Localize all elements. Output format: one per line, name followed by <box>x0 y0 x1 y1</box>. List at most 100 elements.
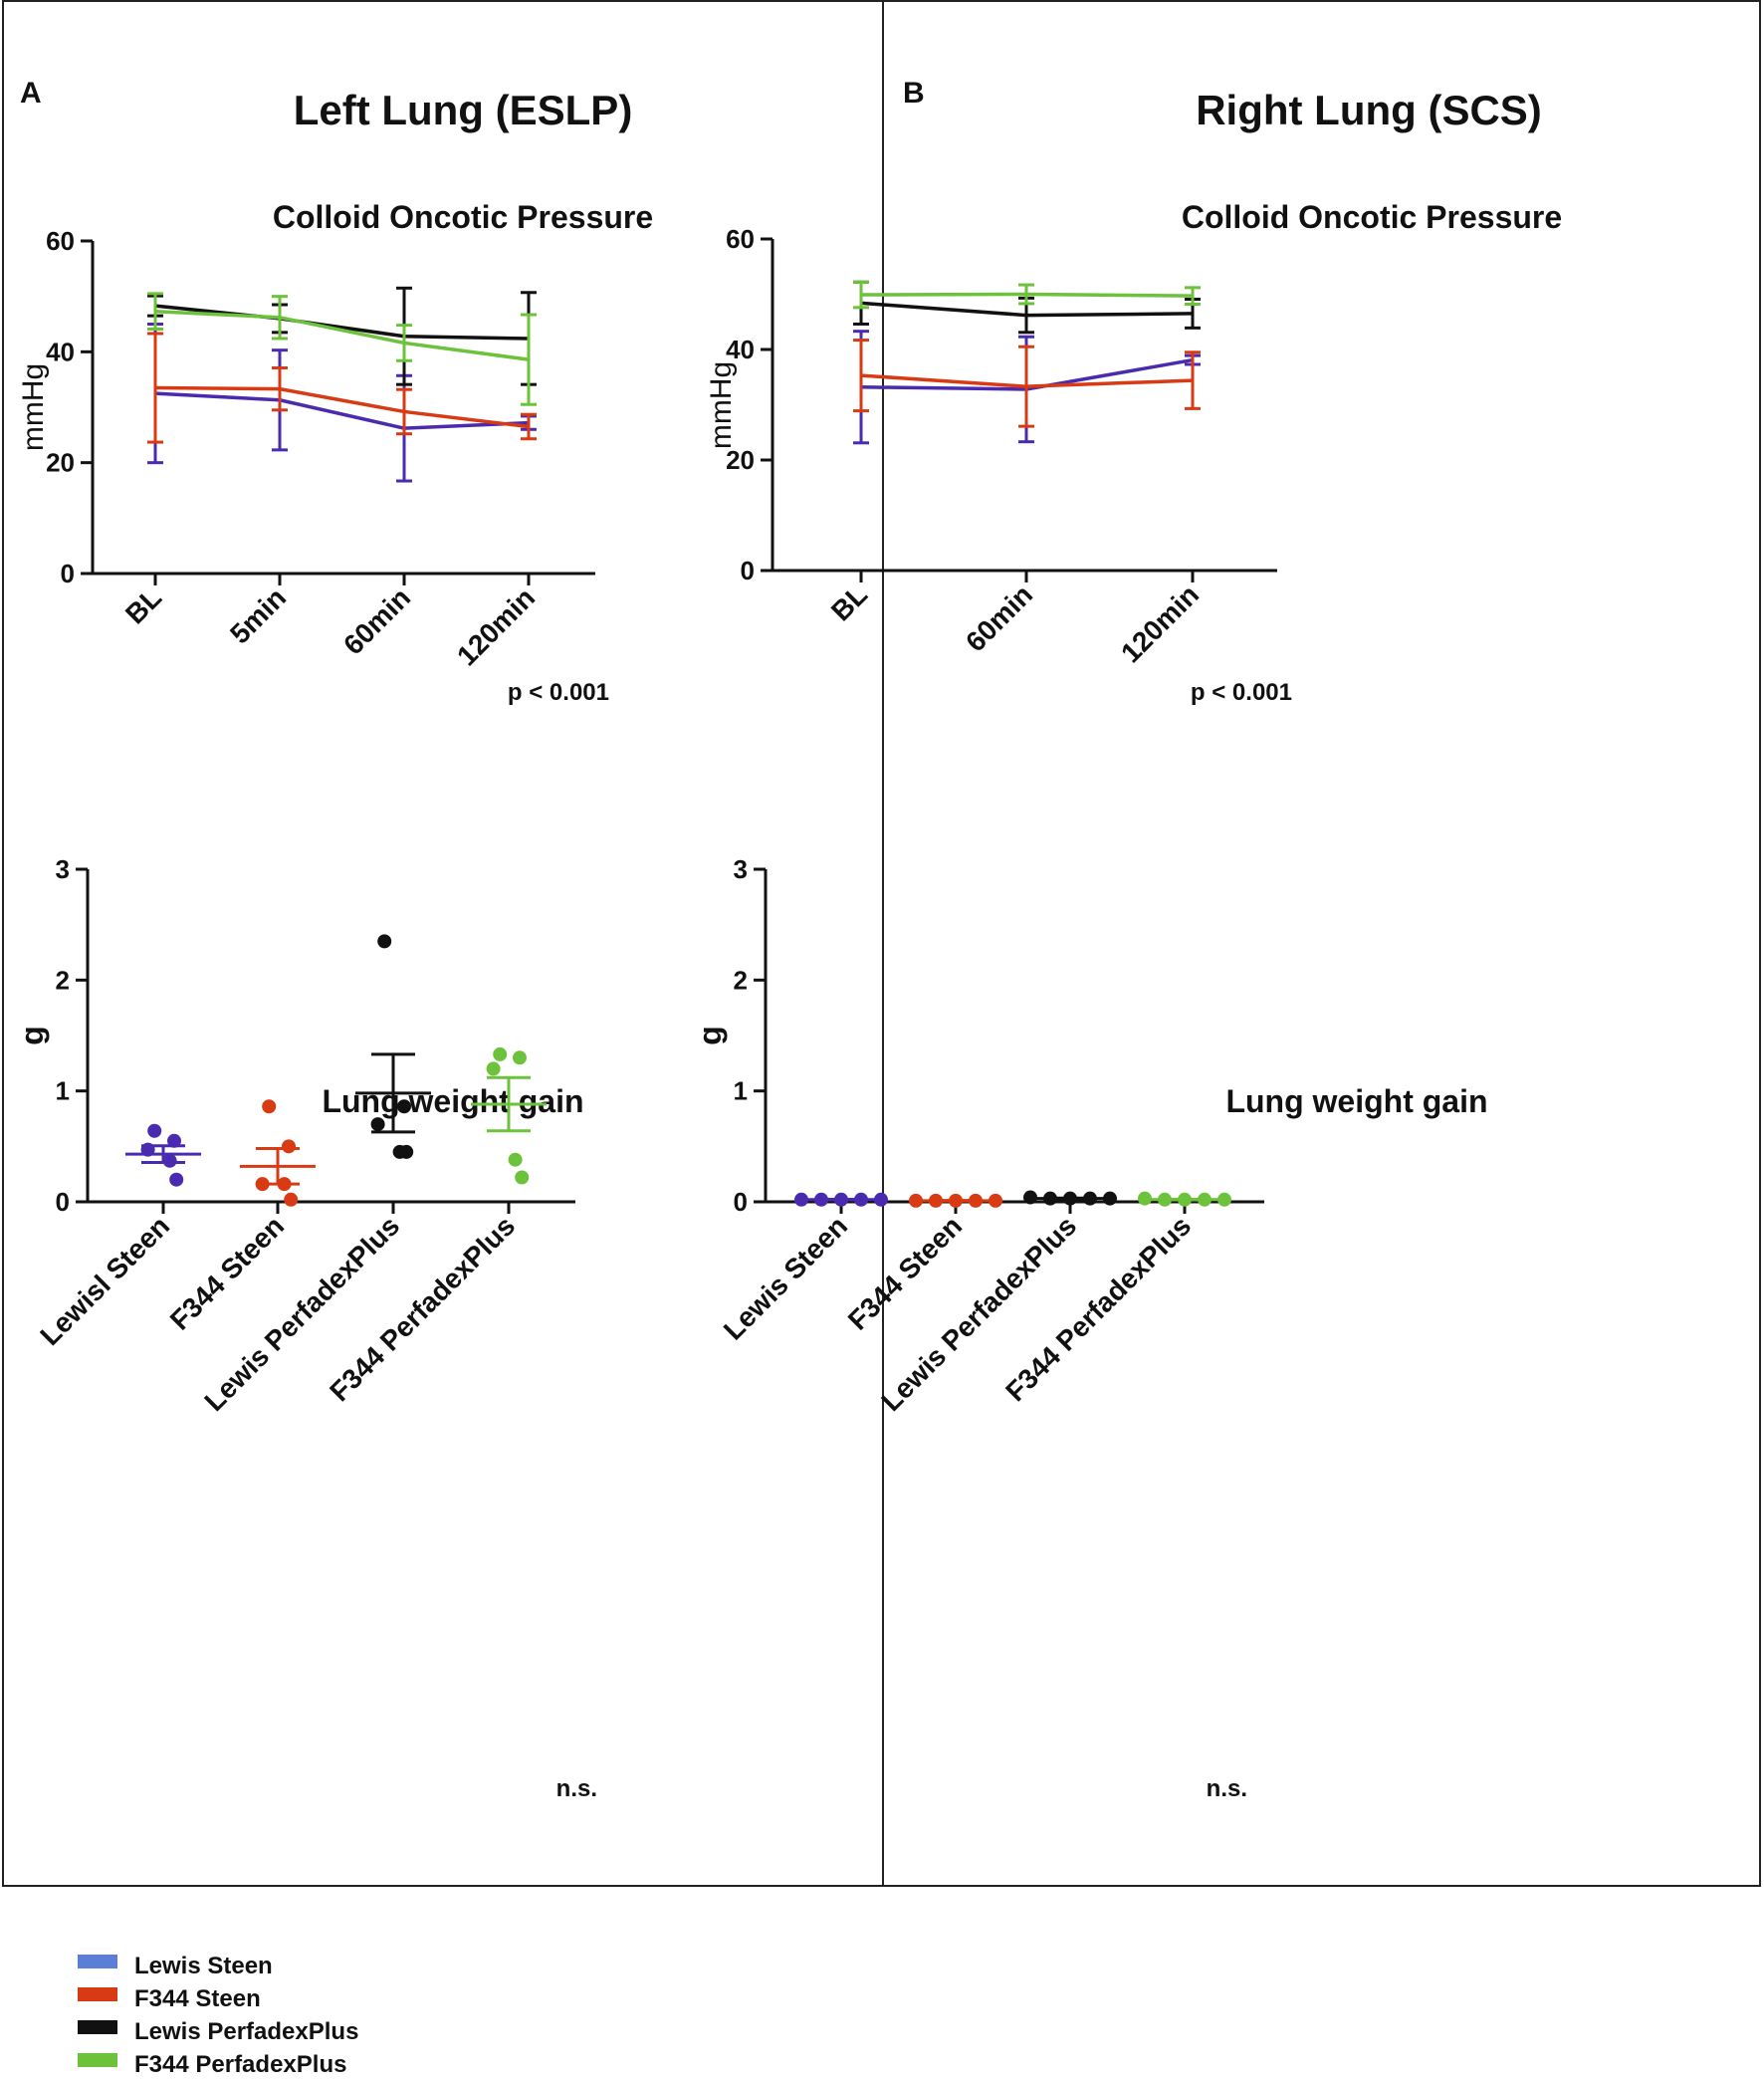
x-tick-label: 120min <box>451 581 541 671</box>
y-tick-label: 60 <box>46 226 75 256</box>
data-point <box>854 1192 868 1207</box>
chart-title: Colloid Oncotic Pressure <box>1182 199 1562 235</box>
series-f344-steen <box>147 332 537 444</box>
series-line <box>860 301 1194 318</box>
y-tick-label: 0 <box>734 1187 748 1217</box>
x-tick-label: Lewisl Steen <box>34 1210 175 1351</box>
legend-swatch <box>78 2020 117 2034</box>
data-point <box>493 1046 508 1061</box>
legend-swatch <box>78 1955 117 1968</box>
panel-b-border <box>882 0 1761 1887</box>
data-point <box>162 1153 177 1168</box>
y-axis-label: g <box>692 1026 728 1045</box>
series-lewis-steen <box>147 323 537 483</box>
x-tick-label: BL <box>825 578 873 626</box>
series-line <box>154 385 530 429</box>
series-f344-perfadexplus <box>853 280 1201 310</box>
x-tick-label: Lewis PerfadexPlus <box>875 1210 1082 1417</box>
panel-a-letter: A <box>20 77 42 110</box>
y-tick-label: 60 <box>726 224 755 254</box>
data-point <box>969 1193 983 1208</box>
y-tick-label: 1 <box>734 1076 748 1106</box>
data-point <box>1023 1190 1037 1205</box>
data-point <box>989 1193 1002 1208</box>
chart-title: Colloid Oncotic Pressure <box>273 199 653 235</box>
group-lewis-steen <box>794 1192 888 1207</box>
data-point <box>284 1192 299 1207</box>
data-point <box>397 1099 411 1114</box>
data-point <box>1217 1192 1231 1207</box>
data-point <box>508 1152 523 1167</box>
panel-b-letter: B <box>903 77 925 110</box>
series-f344-perfadexplus <box>147 292 537 406</box>
data-point <box>1043 1191 1057 1206</box>
significance-label: p < 0.001 <box>508 679 609 706</box>
data-point <box>255 1177 270 1192</box>
y-tick-label: 2 <box>56 965 70 995</box>
data-point <box>1158 1192 1172 1207</box>
chart-title: Lung weight gain <box>322 1083 583 1119</box>
data-point <box>277 1177 292 1192</box>
data-point <box>262 1099 277 1114</box>
right-lung-cop-chart: Colloid Oncotic Pressure 0 20 40 60 mmHg BL 60m… <box>705 199 1562 706</box>
data-point <box>486 1061 501 1076</box>
y-axis-label: mmHg <box>705 361 738 449</box>
data-point <box>167 1133 181 1148</box>
panel-a-border <box>2 0 884 1887</box>
significance-label: n.s. <box>1207 1775 1247 1802</box>
data-point <box>794 1192 808 1207</box>
x-tick-label: Lewis PerfadexPlus <box>198 1210 405 1417</box>
group-f344-steen <box>240 1099 316 1207</box>
y-tick-label: 0 <box>61 559 75 588</box>
data-point <box>909 1193 923 1208</box>
chart-title: Lung weight gain <box>1225 1083 1487 1119</box>
group-f344-perfadexplus <box>471 1046 547 1185</box>
x-tick-label: F344 Steen <box>164 1210 290 1335</box>
panel-b-title: Right Lung (SCS) <box>1196 87 1542 133</box>
data-point <box>1103 1191 1117 1206</box>
series-line <box>154 304 530 341</box>
legend-swatch <box>78 2053 117 2067</box>
x-tick-label: 60min <box>337 581 416 660</box>
group-lewis-perfadexplus <box>1023 1190 1117 1206</box>
data-point <box>370 1117 385 1132</box>
data-point <box>874 1192 888 1207</box>
y-axis-label: mmHg <box>17 363 50 451</box>
left-lung-cop-chart: Colloid Oncotic Pressure 0 20 40 60 mmHg BL 5mi… <box>17 199 653 706</box>
legend-label: Lewis Steen <box>134 1953 273 1979</box>
data-point <box>513 1050 527 1065</box>
series-line <box>860 292 1194 298</box>
data-point <box>140 1142 155 1157</box>
x-tick-label: F344 Steen <box>842 1210 968 1335</box>
x-tick-label: 5min <box>224 581 292 649</box>
data-point <box>949 1193 963 1208</box>
y-tick-label: 40 <box>726 335 755 364</box>
data-point <box>1083 1191 1097 1206</box>
y-axis-label: g <box>14 1026 50 1045</box>
group-lewis-perfadexplus <box>355 934 431 1159</box>
data-point <box>1178 1192 1192 1207</box>
significance-label: n.s. <box>556 1775 597 1802</box>
y-tick-label: 20 <box>46 448 75 478</box>
data-point <box>515 1170 530 1185</box>
y-tick-label: 3 <box>56 854 70 884</box>
series-line <box>154 391 530 430</box>
panel-a-title: Left Lung (ESLP) <box>294 87 633 133</box>
y-tick-label: 20 <box>726 445 755 475</box>
data-point <box>147 1123 162 1138</box>
group-f344-perfadexplus <box>1138 1191 1231 1207</box>
series-line <box>860 373 1194 388</box>
data-point <box>1063 1191 1077 1206</box>
series-lewis-perfadexplus <box>147 286 537 386</box>
y-tick-label: 1 <box>56 1076 70 1106</box>
y-tick-label: 40 <box>46 337 75 366</box>
x-tick-label: 60min <box>960 578 1038 657</box>
series-f344-steen <box>853 339 1201 428</box>
group-lewis-steen <box>125 1123 201 1187</box>
y-tick-label: 2 <box>734 965 748 995</box>
series-line <box>154 309 530 361</box>
data-point <box>1198 1192 1212 1207</box>
